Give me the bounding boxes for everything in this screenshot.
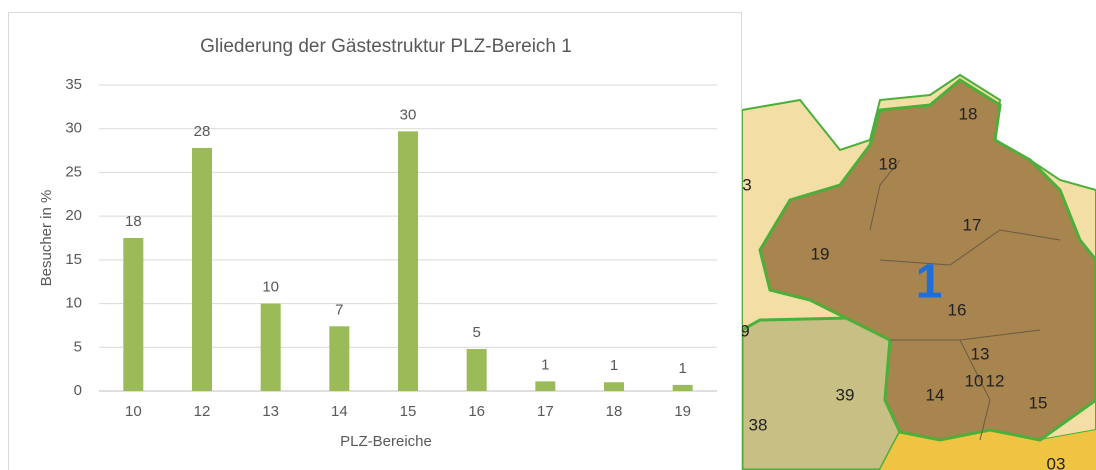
y-tick-label: 10 (65, 295, 82, 312)
map-label: 10 (965, 371, 984, 390)
map-label: 38 (749, 415, 768, 434)
y-tick-label: 0 (74, 382, 82, 399)
bar (672, 384, 693, 391)
map-label-main: 1 (916, 256, 943, 309)
map-region-39 (740, 316, 902, 470)
map-region-1 (758, 78, 1096, 442)
bar (192, 147, 212, 391)
x-tick-label: 12 (194, 403, 211, 420)
map-label: 19 (811, 244, 830, 263)
data-label: 7 (335, 301, 343, 318)
data-label: 28 (194, 123, 211, 140)
x-tick-label: 17 (537, 403, 554, 420)
x-tick-label: 19 (674, 403, 691, 420)
data-label: 1 (610, 357, 618, 374)
map-label: 15 (1029, 393, 1048, 412)
bar (329, 326, 350, 391)
bar (398, 131, 418, 391)
chart-frame (8, 12, 742, 470)
y-tick-label: 15 (65, 251, 82, 268)
chart-title: Gliederung der Gästestruktur PLZ-Bereich… (200, 36, 572, 57)
bar (123, 238, 144, 391)
map-borders (869, 159, 1061, 441)
map-label: 3 (742, 175, 751, 194)
bar (535, 381, 556, 391)
map-label: 13 (971, 344, 990, 363)
y-tick-label: 35 (65, 76, 82, 93)
data-label: 1 (678, 360, 686, 377)
map: 18 18 17 19 1 16 13 10 12 14 15 39 38 3 … (740, 0, 1096, 470)
map-label: 18 (879, 154, 898, 173)
map-label: 18 (959, 104, 978, 123)
x-tick-label: 16 (468, 403, 485, 420)
map-label: 12 (986, 371, 1005, 390)
x-axis-label: PLZ-Bereiche (340, 433, 432, 450)
y-tick-label: 20 (65, 207, 82, 224)
data-label: 18 (125, 213, 142, 230)
map-label: 16 (948, 300, 967, 319)
y-tick-label: 30 (65, 120, 82, 137)
map-label: 9 (740, 321, 749, 340)
bar (260, 303, 281, 391)
x-tick-label: 14 (331, 403, 348, 420)
y-axis-label: Besucher in % (38, 190, 55, 287)
map-label: 17 (963, 215, 982, 234)
x-tick-label: 13 (262, 403, 279, 420)
x-tick-label: 18 (606, 403, 623, 420)
x-tick-label: 15 (400, 403, 417, 420)
bar (466, 349, 487, 391)
bar (604, 382, 624, 391)
map-label: 14 (926, 385, 945, 404)
y-tick-label: 5 (74, 338, 82, 355)
data-label: 1 (541, 356, 549, 373)
data-label: 5 (472, 324, 480, 341)
map-label: 39 (836, 385, 855, 404)
map-label: 03 (1047, 454, 1066, 470)
data-label: 10 (262, 279, 279, 296)
data-label: 30 (400, 106, 417, 123)
y-tick-label: 25 (65, 163, 82, 180)
x-tick-label: 10 (125, 403, 142, 420)
